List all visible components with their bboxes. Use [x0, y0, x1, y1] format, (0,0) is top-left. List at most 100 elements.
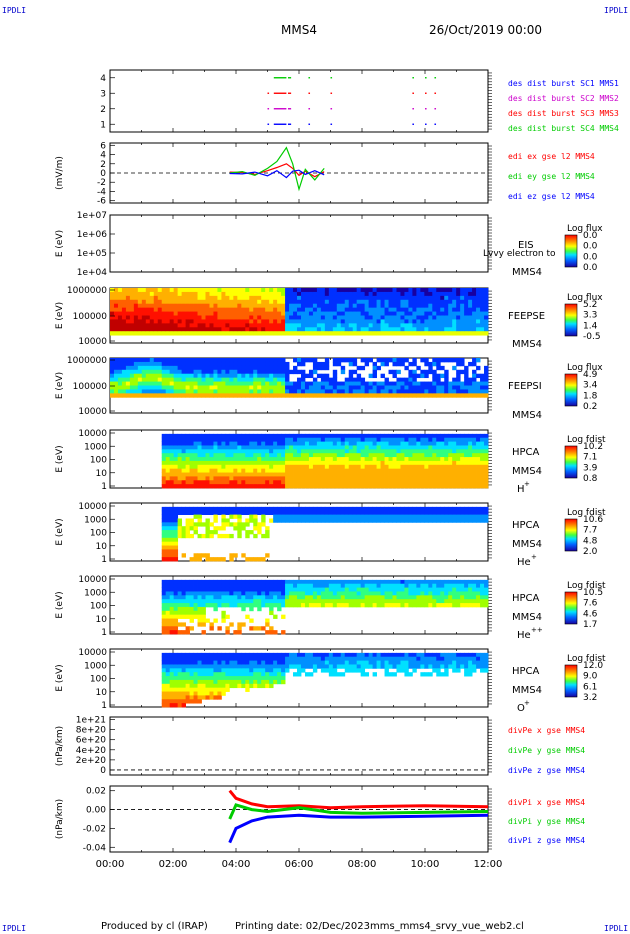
hpca_h-spectrogram-cell — [312, 433, 318, 439]
feepse-spectrogram-cell — [113, 327, 119, 332]
hpca_o-spectrogram-cell — [205, 695, 210, 700]
hpca_h-spectrogram-cell — [165, 472, 171, 477]
hpca_o-spectrogram-cell — [161, 699, 167, 704]
feepsi-spectrogram-cell — [261, 365, 266, 371]
hpca_h-spectrogram-cell — [201, 480, 206, 485]
hpca_h-spectrogram-cell — [241, 445, 246, 450]
hpca_h-spectrogram-cell — [368, 484, 374, 489]
hpca_hepp-spectrogram-cell — [281, 583, 286, 588]
hpca_he-spectrogram-cell — [388, 510, 393, 515]
feepsi-spectrogram-cell — [285, 365, 290, 371]
hpca_hepp-spectrogram-cell — [300, 587, 306, 592]
hpca_hepp-spectrogram-cell — [165, 610, 171, 616]
hpca_hepp-spectrogram-cell — [193, 579, 198, 585]
feepse-spectrogram-cell — [181, 315, 186, 320]
hpca_h-spectrogram-cell — [476, 453, 481, 458]
feepse-spectrogram-cell — [261, 291, 266, 297]
hpca_hepp-spectrogram-cell — [392, 591, 397, 596]
hpca_hepp-spectrogram-cell — [372, 599, 377, 604]
feepse-spectrogram-cell — [428, 288, 433, 293]
feepse-spectrogram-cell — [241, 307, 246, 312]
feepsi-spectrogram-cell — [289, 389, 294, 394]
hpca_h-spectrogram-cell — [213, 472, 218, 477]
feepsi-spectrogram-cell — [404, 389, 409, 394]
feepsi-spectrogram-cell — [273, 381, 278, 386]
hpca_h-spectrogram-cell — [177, 441, 183, 446]
hpca_h-spectrogram-cell — [356, 437, 362, 442]
hpca_h-spectrogram-cell — [480, 460, 485, 466]
feepse-spectrogram-cell — [273, 327, 278, 332]
hpca_h-spectrogram-cell — [440, 433, 445, 439]
feepse-spectrogram-cell — [388, 295, 393, 301]
feepse-spectrogram-cell — [117, 327, 123, 332]
feepsi-spectrogram-cell — [348, 369, 354, 375]
feepse-spectrogram-cell — [181, 288, 186, 293]
feepse-spectrogram-cell — [269, 299, 274, 305]
feepsi-spectrogram-cell — [217, 369, 222, 375]
hpca_h-spectrogram-cell — [261, 480, 266, 485]
hpca_hepp-spectrogram-cell — [468, 603, 473, 608]
hpca_hepp-spectrogram-cell — [308, 595, 314, 600]
feepse-spectrogram-cell — [137, 288, 143, 293]
hpca_h-spectrogram-cell — [440, 445, 445, 450]
hpca_h-spectrogram-cell — [484, 484, 489, 489]
feepsi-spectrogram-cell — [245, 381, 250, 386]
hpca_hepp-spectrogram-cell — [404, 599, 409, 604]
feepse-spectrogram-cell — [328, 307, 334, 312]
feepsi-spectrogram-cell — [432, 373, 437, 379]
feepse-spectrogram-cell — [392, 295, 397, 301]
hpca_hepp-spectrogram-cell — [456, 603, 461, 608]
feepse-spectrogram-cell — [237, 319, 242, 324]
feepsi-spectrogram-cell — [352, 389, 358, 394]
hpca_he-spectrogram-cell — [316, 518, 322, 523]
hpca_h-spectrogram-cell — [173, 441, 179, 446]
hpca_h-spectrogram-cell — [181, 457, 186, 462]
feepse-spectrogram-cell — [229, 291, 234, 297]
feepse-spectrogram-cell — [169, 311, 175, 316]
feepsi-spectrogram-cell — [257, 393, 262, 398]
hpca_he-spectrogram-cell — [225, 510, 230, 515]
feepsi-spectrogram-cell — [436, 365, 441, 371]
feepse-spectrogram-cell — [169, 307, 175, 312]
hpca_h-spectrogram-cell — [360, 449, 366, 454]
feepsi-spectrogram-cell — [380, 358, 385, 363]
feepsi-spectrogram-cell — [133, 365, 139, 371]
hpca_he-spectrogram-cell — [320, 510, 326, 515]
hpca_hepp-spectrogram-cell — [293, 587, 298, 592]
hpca_hepp-spectrogram-cell — [233, 591, 238, 596]
hpca_h-spectrogram-cell — [249, 460, 254, 466]
feepsi-spectrogram-cell — [269, 389, 274, 394]
hpca_he-spectrogram-cell — [484, 518, 489, 523]
hpca_hepp-spectrogram-cell — [320, 599, 326, 604]
hpca_h-spectrogram-cell — [452, 460, 457, 466]
feepsi-spectrogram-cell — [241, 381, 246, 386]
feepsi-spectrogram-cell — [225, 358, 230, 363]
feepsi-spectrogram-cell — [277, 381, 282, 386]
hpca_h-spectrogram-cell — [348, 437, 354, 442]
hpca_hepp-spectrogram-cell — [205, 595, 210, 600]
hpca_hepp-spectrogram-cell — [384, 603, 389, 608]
hpca_he-spectrogram-cell — [480, 506, 485, 512]
hpca_h-spectrogram-cell — [364, 453, 370, 458]
hpca_hepp-spectrogram-cell — [249, 591, 254, 596]
feepse-colorbar-tick-label: 1.4 — [583, 321, 598, 331]
hpca_h-spectrogram-cell — [408, 464, 413, 470]
hpca_h-spectrogram-cell — [165, 453, 171, 458]
hpca_o-spectrogram-cell — [181, 699, 186, 704]
feepse-spectrogram-cell — [412, 315, 417, 320]
feepse-spectrogram-cell — [181, 311, 186, 316]
feepsi-spectrogram-cell — [117, 385, 123, 390]
hpca_hepp-spectrogram-cell — [285, 599, 290, 604]
feepse-spectrogram-cell — [440, 319, 445, 324]
feepsi-spectrogram-cell — [110, 385, 115, 390]
hpca_h-spectrogram-cell — [396, 445, 401, 450]
feepse-spectrogram-cell — [336, 307, 342, 312]
feepse-spectrogram-cell — [209, 331, 214, 336]
hpca_h-spectrogram-cell — [189, 453, 194, 458]
hpca_hepp-spectrogram-cell — [376, 579, 381, 585]
feepse-spectrogram-cell — [213, 291, 218, 297]
hpca_hepp-spectrogram-cell — [201, 610, 206, 616]
hpca_hepp-spectrogram-cell — [249, 595, 254, 600]
hpca_h-spectrogram-cell — [213, 480, 218, 485]
feepse-spectrogram-cell — [237, 311, 242, 316]
